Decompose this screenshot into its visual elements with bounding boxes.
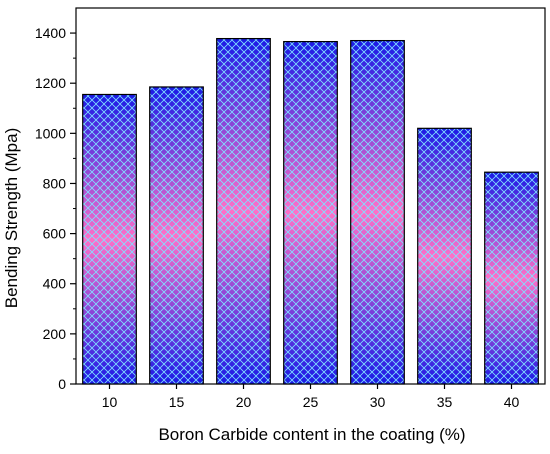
bar: [149, 86, 204, 385]
y-tick-label: 0: [58, 376, 66, 392]
x-tick-label: 15: [169, 394, 185, 410]
bar: [82, 93, 137, 385]
bar: [216, 37, 271, 385]
bar-outline: [82, 93, 137, 385]
bar-outline: [283, 40, 338, 385]
bar: [484, 171, 539, 385]
bar-outline: [350, 39, 405, 385]
x-tick-label: 20: [236, 394, 252, 410]
y-tick-label: 1400: [35, 25, 66, 41]
x-tick-label: 25: [303, 394, 319, 410]
bar-outline: [216, 37, 271, 385]
y-tick-label: 1200: [35, 75, 66, 91]
x-tick-label: 35: [437, 394, 453, 410]
x-axis-title: Boron Carbide content in the coating (%): [158, 425, 465, 444]
bar-outline: [149, 86, 204, 385]
bars: [82, 37, 539, 385]
x-tick-label: 40: [504, 394, 520, 410]
y-tick-label: 600: [43, 226, 67, 242]
y-tick-label: 200: [43, 326, 67, 342]
y-tick-label: 1000: [35, 125, 66, 141]
x-tick-label: 10: [102, 394, 118, 410]
bar: [350, 39, 405, 385]
bar: [417, 127, 472, 385]
bar: [283, 40, 338, 385]
y-tick-label: 400: [43, 276, 67, 292]
y-axis-title: Bending Strength (Mpa): [2, 128, 21, 309]
axes: 0 200 400 600 800 1000 1200 1400 10 15 20 25 30 35 40: [35, 25, 520, 410]
y-tick-label: 800: [43, 175, 67, 191]
bar-outline: [417, 127, 472, 385]
x-tick-label: 30: [370, 394, 386, 410]
bar-outline: [484, 171, 539, 385]
